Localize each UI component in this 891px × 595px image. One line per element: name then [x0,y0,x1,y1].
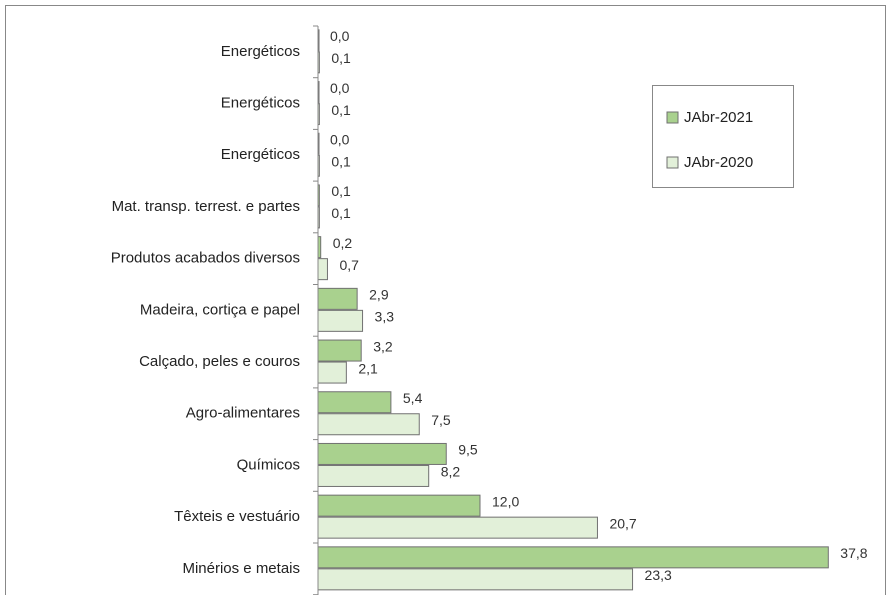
value-label: 3,2 [373,338,393,354]
y-tick-label: Agro-alimentares [186,405,300,422]
bar [317,442,447,465]
bar [317,546,829,569]
value-label: 0,1 [331,183,351,199]
y-tick-label: Madeira, cortiça e papel [140,301,300,318]
y-tick-label: Calçado, peles e couros [139,353,300,370]
value-label: 0,7 [339,257,359,273]
y-tick-label: Químicos [237,456,300,473]
y-tick-label: Têxteis e vestuário [174,508,300,525]
value-label: 0,1 [331,205,351,221]
value-label: 23,3 [645,567,672,583]
value-label: 0,1 [331,153,351,169]
value-label: 0,0 [330,28,350,44]
legend-label: JAbr-2020 [684,154,753,171]
legend-swatch [666,111,679,124]
y-tick-label: Produtos acabados diversos [111,250,300,267]
value-label: 0,0 [330,80,350,96]
value-label: 2,1 [358,360,378,376]
bar [317,258,328,281]
bar [317,516,598,539]
y-tick-label: Energéticos [221,146,300,163]
value-label: 9,5 [458,442,478,458]
bar [317,339,362,362]
legend-swatch [666,156,679,169]
y-tick-label: Minérios e metais [182,560,300,577]
value-label: 3,3 [375,309,395,325]
bar [317,464,430,487]
value-label: 0,2 [333,235,353,251]
bar [317,391,392,414]
value-label: 7,5 [431,412,451,428]
legend-label: JAbr-2021 [684,109,753,126]
value-label: 0,1 [331,102,351,118]
bar [317,494,481,517]
y-tick-label: Energéticos [221,43,300,60]
value-label: 20,7 [609,515,636,531]
value-label: 8,2 [441,464,461,480]
bar [317,287,358,310]
value-label: 12,0 [492,493,519,509]
chart-border [5,5,886,595]
bar [317,309,364,332]
y-tick-label: Mat. transp. terrest. e partes [112,198,300,215]
bar [317,361,347,384]
value-label: 2,9 [369,287,389,303]
bar [317,413,420,436]
bar [317,568,634,591]
y-tick-label: Energéticos [221,95,300,112]
legend-box [652,85,794,188]
value-label: 37,8 [840,545,867,561]
value-label: 5,4 [403,390,423,406]
value-label: 0,1 [331,50,351,66]
value-label: 0,0 [330,131,350,147]
